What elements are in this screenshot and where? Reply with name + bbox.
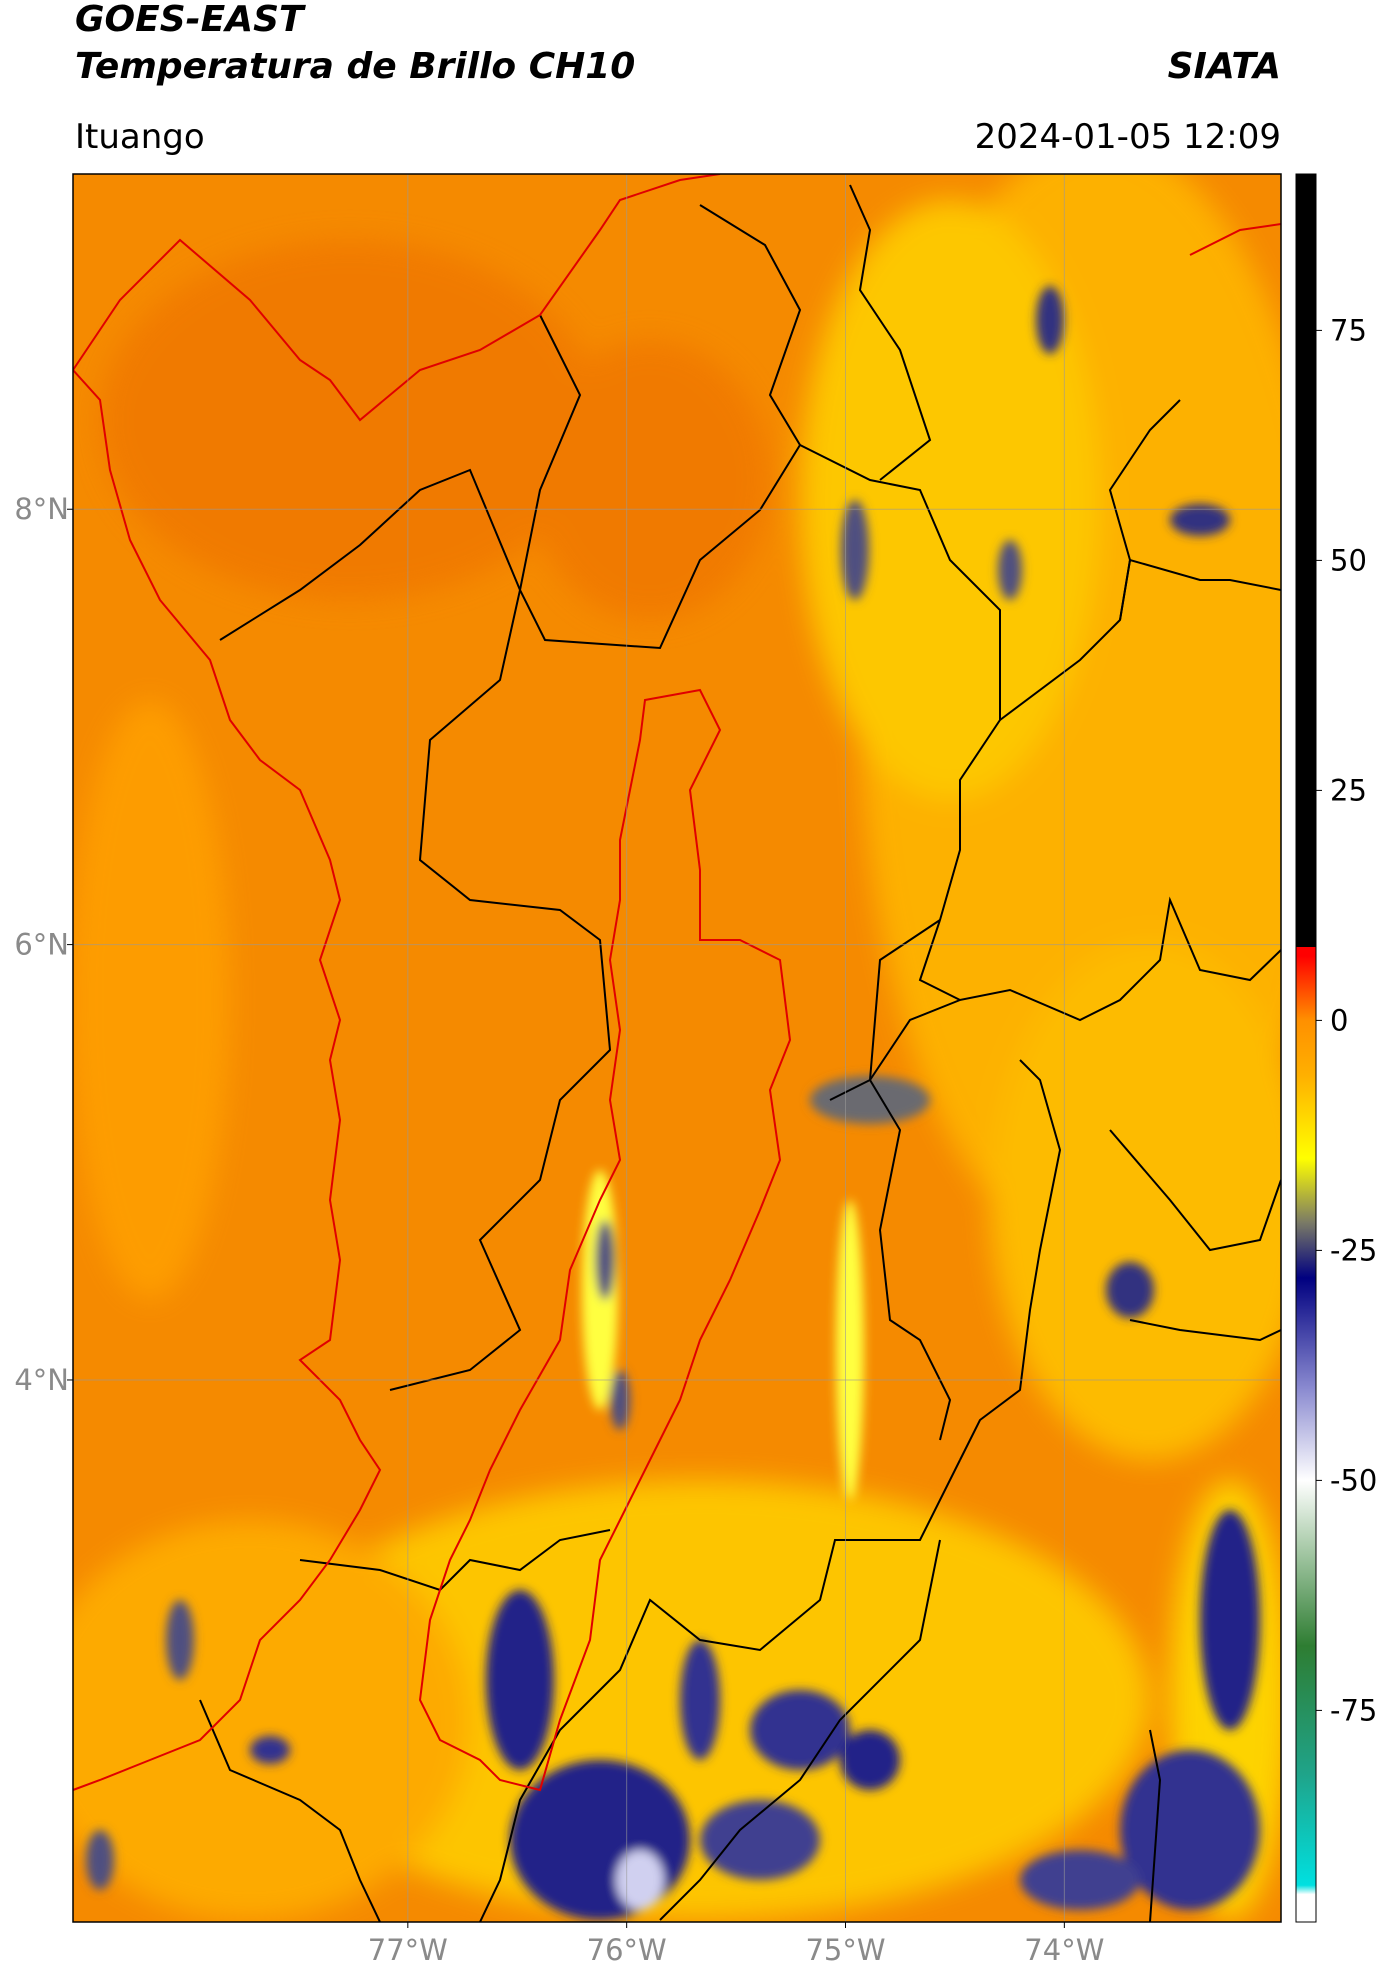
colorbar-tick-label: 50 (1330, 543, 1367, 577)
admin-boundaries (199, 184, 1281, 1922)
x-tick-label: 77°W (368, 1933, 448, 1967)
colorbar-tick-label: 0 (1330, 1003, 1348, 1037)
colorbar-tick-label: 25 (1330, 773, 1367, 807)
brand: SIATA (1168, 46, 1281, 87)
colorbar (1295, 173, 1317, 1923)
satellite-image (73, 174, 1281, 1922)
x-tick-label: 75°W (805, 1933, 885, 1967)
y-tick-label: 4°N (14, 1363, 69, 1397)
subtitle: Temperatura de Brillo CH10 (75, 46, 635, 87)
colorbar-tick-label: -25 (1330, 1233, 1377, 1267)
location: Ituango (75, 117, 205, 157)
datetime: 2024-01-05 12:09 (975, 117, 1281, 157)
y-tick-label: 6°N (14, 928, 69, 962)
x-tick-label: 74°W (1024, 1933, 1104, 1967)
y-tick-label: 8°N (14, 492, 69, 526)
colorbar-tick-label: 75 (1330, 313, 1367, 347)
map-frame (72, 173, 1282, 1923)
title: GOES-EAST (75, 0, 306, 40)
x-tick-label: 76°W (587, 1933, 667, 1967)
colorbar-tick-label: -50 (1330, 1463, 1377, 1497)
coastline-and-basin (73, 174, 1281, 1792)
colorbar-tick-label: -75 (1330, 1693, 1377, 1727)
